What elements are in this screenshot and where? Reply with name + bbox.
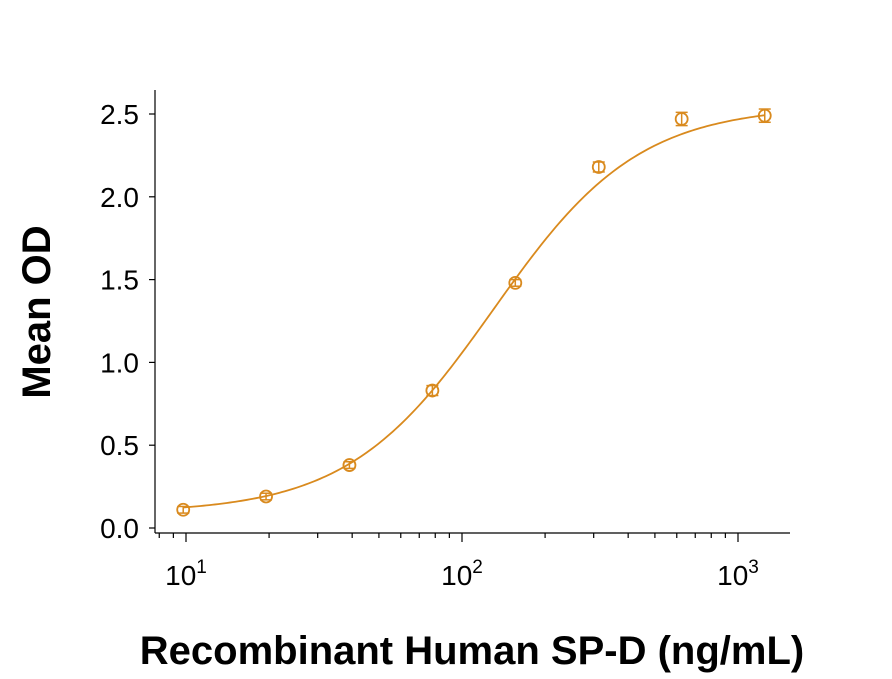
data-point <box>259 489 273 504</box>
y-tick-label: 2.0 <box>100 182 139 213</box>
data-point <box>674 111 689 127</box>
y-tick-label: 0.5 <box>100 430 139 461</box>
x-tick-label: 102 <box>441 557 483 591</box>
x-tick-exponent: 2 <box>472 557 483 578</box>
data-point <box>508 276 523 290</box>
point-marker <box>591 160 606 174</box>
y-tick-label: 2.5 <box>100 99 139 130</box>
x-tick-exponent: 3 <box>748 557 759 578</box>
x-tick-base: 10 <box>165 560 196 591</box>
data-point <box>757 108 772 124</box>
data-point <box>591 160 606 174</box>
point-marker <box>342 458 357 472</box>
point-marker <box>508 276 523 290</box>
point-marker <box>176 502 191 517</box>
y-tick-label: 1.5 <box>100 265 139 296</box>
data-point <box>176 502 191 517</box>
data-point <box>425 383 440 398</box>
y-axis-title: Mean OD <box>15 225 59 398</box>
point-marker <box>259 489 273 504</box>
point-marker <box>425 383 440 398</box>
y-tick-label: 0.0 <box>100 513 139 544</box>
fit-curve <box>183 114 765 509</box>
x-tick-base: 10 <box>441 560 472 591</box>
x-tick-label: 103 <box>717 557 759 591</box>
data-point <box>342 458 357 472</box>
fit-curve-layer <box>183 114 765 509</box>
x-axis-title: Recombinant Human SP-D (ng/mL) <box>140 629 804 673</box>
x-tick-label: 101 <box>165 557 207 591</box>
data-points-layer <box>176 108 772 517</box>
point-marker <box>674 112 689 126</box>
point-marker <box>757 108 772 123</box>
x-tick-exponent: 1 <box>196 557 207 578</box>
x-tick-base: 10 <box>717 560 748 591</box>
y-tick-label: 1.0 <box>100 347 139 378</box>
